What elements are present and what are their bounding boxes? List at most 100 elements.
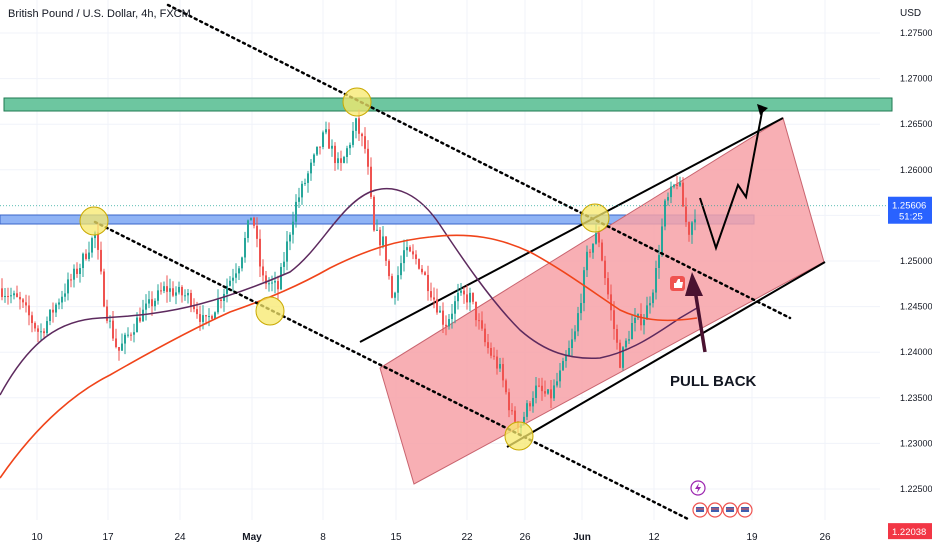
candle-body (22, 299, 24, 303)
candle-body (343, 156, 345, 163)
candle-body (481, 320, 483, 329)
channel-upper-line (359, 117, 784, 343)
candle-body (604, 260, 606, 279)
candle-body (262, 266, 264, 276)
candle-body (205, 315, 207, 317)
candle-body (667, 197, 669, 201)
candle-body (247, 220, 249, 238)
candle-body (274, 281, 276, 283)
candle-body (280, 266, 282, 290)
candle-body (694, 219, 696, 223)
candle-body (220, 299, 222, 302)
candle-body (160, 290, 162, 292)
candle-body (100, 249, 102, 272)
candle-body (493, 355, 495, 357)
candle-body (490, 347, 492, 356)
candle-body (52, 309, 54, 313)
candle-body (46, 321, 48, 334)
candle-body (646, 305, 648, 320)
candle-body (622, 347, 624, 368)
candle-body (652, 292, 654, 304)
candle-body (460, 290, 462, 293)
candle-body (16, 293, 18, 297)
candle-body (658, 255, 660, 269)
candle-body (58, 302, 60, 305)
candle-body (151, 299, 153, 307)
x-tick-label: 10 (31, 532, 43, 543)
x-tick-label: May (242, 532, 262, 543)
candle-body (163, 286, 165, 291)
candle-body (643, 319, 645, 326)
y-tick-label: 1.24500 (900, 302, 932, 312)
candle-body (145, 303, 147, 310)
candle-body (601, 242, 603, 261)
candle-body (445, 324, 447, 327)
candle-body (571, 339, 573, 348)
x-tick-label: 15 (390, 532, 402, 543)
candle-body (214, 312, 216, 319)
candle-body (430, 291, 432, 298)
lightning-icon (690, 480, 706, 496)
candle-body (265, 275, 267, 284)
candle-body (664, 200, 666, 227)
candle-body (607, 278, 609, 295)
candle-body (526, 403, 528, 417)
candle-body (454, 301, 456, 314)
y-tick-label: 1.26500 (900, 119, 932, 129)
candle-body (394, 292, 396, 298)
flag-icon (737, 502, 753, 518)
resistance-zone (3, 97, 893, 112)
candle-body (487, 342, 489, 348)
candle-body (172, 288, 174, 296)
flag-icon (722, 502, 738, 518)
candle-body (523, 416, 525, 425)
candle-body (649, 303, 651, 306)
candle-body (553, 385, 555, 399)
candle-body (34, 323, 36, 329)
candle-body (340, 158, 342, 163)
candle-body (496, 356, 498, 369)
candle-body (466, 294, 468, 303)
candle-body (181, 286, 183, 296)
candle-body (322, 132, 324, 147)
x-tick-label: 19 (746, 532, 758, 543)
candle-body (376, 229, 378, 231)
candle-body (139, 317, 141, 322)
candle-body (388, 260, 390, 277)
candle-body (67, 279, 69, 294)
candle-body (169, 288, 171, 292)
candle-body (595, 233, 597, 244)
ma-slow-line (0, 234, 698, 479)
y-tick-label: 1.27000 (900, 74, 932, 84)
candle-body (43, 331, 45, 334)
candle-body (55, 304, 57, 313)
candle-body (619, 342, 621, 368)
candle-body (142, 309, 144, 322)
candle-body (325, 129, 327, 133)
candle-body (4, 296, 6, 298)
current-price-badge (888, 196, 932, 224)
downtrend-line-lower (93, 220, 692, 522)
candle-body (133, 332, 135, 335)
candle-body (451, 313, 453, 320)
candle-body (283, 261, 285, 267)
candle-body (535, 385, 537, 398)
candle-body (64, 293, 66, 297)
candle-body (511, 410, 513, 412)
candle-body (130, 334, 132, 336)
touch-point-circle (504, 421, 534, 451)
candle-body (37, 328, 39, 332)
candle-body (586, 251, 588, 271)
candle-body (316, 146, 318, 155)
candle-body (556, 381, 558, 386)
candle-body (532, 397, 534, 407)
candle-body (568, 347, 570, 356)
candle-body (229, 280, 231, 286)
candle-body (103, 271, 105, 307)
candle-body (238, 268, 240, 274)
candle-body (13, 293, 15, 296)
candle-body (433, 297, 435, 300)
candle-body (253, 217, 255, 226)
